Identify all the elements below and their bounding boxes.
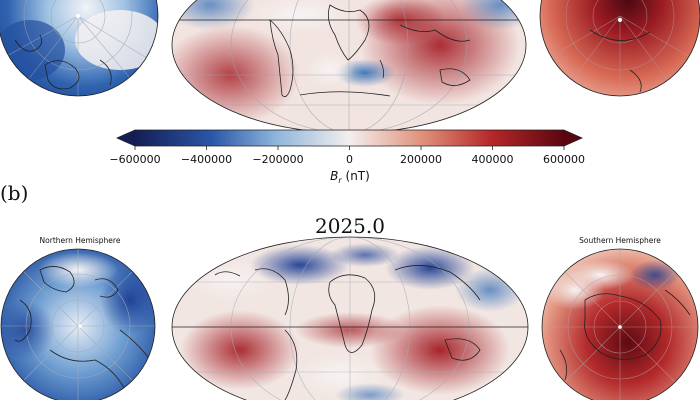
colorbar-tick-label: −200000	[252, 153, 303, 166]
colorbar-tick-label: 200000	[400, 153, 442, 166]
colorbar-tick-label: 400000	[472, 153, 514, 166]
colorbar-min-extend	[117, 130, 135, 146]
colorbar-tick-label: 600000	[543, 153, 585, 166]
colorbar-tick-label: −400000	[181, 153, 232, 166]
top-north-hemisphere-map	[0, 0, 159, 97]
colorbar-gradient	[135, 130, 564, 146]
bottom-south-hemisphere-map	[541, 248, 699, 400]
colorbar-tick-label: 0	[346, 153, 353, 166]
colorbar-ticks: −600000 −400000 −200000 0 200000 400000 600000	[109, 146, 585, 166]
colorbar-max-extend	[564, 130, 582, 146]
bottom-north-hemisphere-map	[0, 248, 156, 400]
colorbar-tick-label: −600000	[109, 153, 160, 166]
colorbar: −600000 −400000 −200000 0 200000 400000 600000…	[109, 129, 585, 185]
epoch-title: 2025.0	[315, 214, 385, 238]
top-mollweide-map	[171, 0, 527, 134]
panel-b-label: (b)	[0, 181, 28, 205]
south-hemisphere-label: Southern Hemisphere	[579, 236, 661, 245]
colorbar-label: Br (nT)	[330, 169, 370, 185]
top-south-hemisphere-map	[539, 0, 700, 97]
north-hemisphere-label: Northern Hemisphere	[40, 236, 121, 245]
bottom-mollweide-map	[171, 236, 529, 400]
